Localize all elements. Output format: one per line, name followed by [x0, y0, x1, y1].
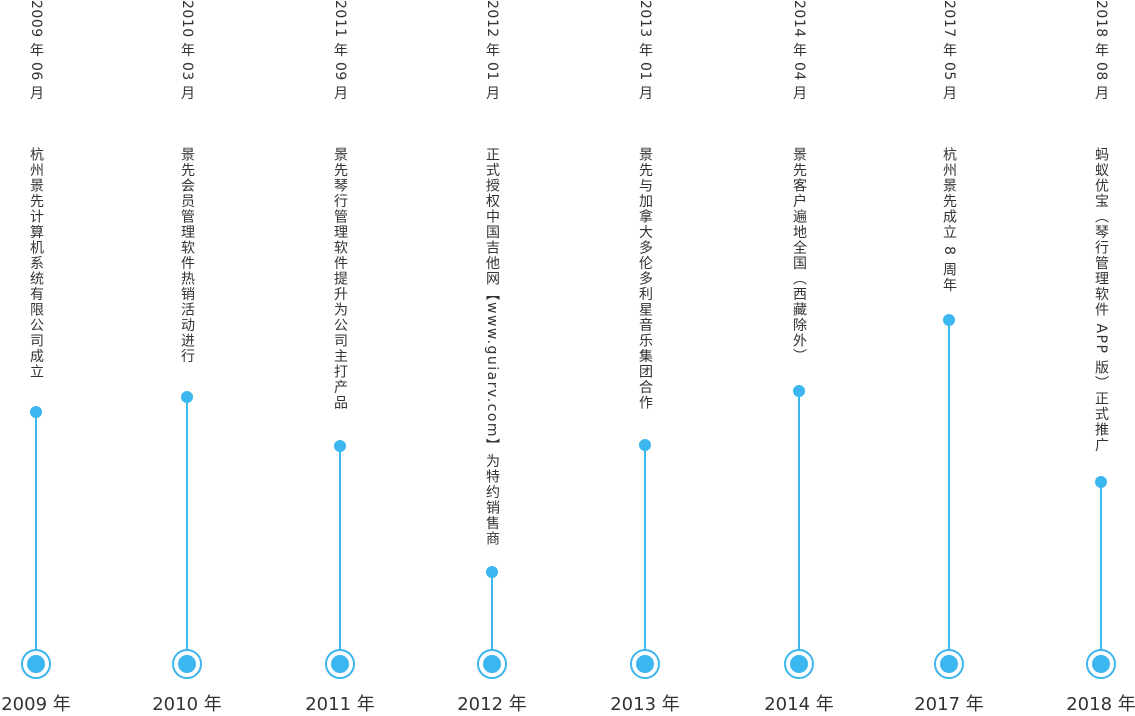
- milestone-node-icon[interactable]: [172, 649, 202, 679]
- milestone-year-label: 2011 年: [305, 694, 375, 715]
- milestone-event: 正式授权中国吉他网【www.guiarv.com】为特约销售商: [484, 147, 500, 547]
- milestone-date: 2013 年 01 月: [637, 0, 653, 101]
- milestone-node-inner: [940, 655, 958, 673]
- milestone-node-inner: [178, 655, 196, 673]
- milestone-node-icon[interactable]: [784, 649, 814, 679]
- milestone-stem-line: [339, 446, 341, 663]
- milestone-node-icon[interactable]: [477, 649, 507, 679]
- milestone-event: 景先与加拿大多伦多利星音乐集团合作: [637, 147, 653, 411]
- milestone-year-label: 2010 年: [152, 694, 222, 715]
- milestone-date: 2012 年 01 月: [484, 0, 500, 101]
- milestone-node-icon[interactable]: [21, 649, 51, 679]
- milestone-node-inner: [1092, 655, 1110, 673]
- milestone-node-icon[interactable]: [1086, 649, 1116, 679]
- milestone-node-icon[interactable]: [325, 649, 355, 679]
- milestone-year-label: 2014 年: [764, 694, 834, 715]
- milestone-node-inner: [636, 655, 654, 673]
- milestone-event: 蚂蚁优宝（琴行管理软件 APP 版）正式推广: [1093, 147, 1109, 454]
- milestone-node-inner: [483, 655, 501, 673]
- milestone-stem-line: [1100, 482, 1102, 663]
- milestone-date: 2011 年 09 月: [332, 0, 348, 101]
- milestone-date: 2010 年 03 月: [179, 0, 195, 101]
- milestone-year-label: 2013 年: [610, 694, 680, 715]
- milestone-node-inner: [27, 655, 45, 673]
- milestone-stem-line: [798, 391, 800, 663]
- milestone-stem-line: [186, 397, 188, 663]
- milestone-event: 杭州景先计算机系统有限公司成立: [28, 147, 44, 380]
- milestone-event: 景先琴行管理软件提升为公司主打产品: [332, 147, 348, 411]
- milestone-date: 2017 年 05 月: [941, 0, 957, 101]
- milestone-node-inner: [331, 655, 349, 673]
- milestone-stem-line: [948, 320, 950, 663]
- milestone-stem-line: [644, 445, 646, 663]
- milestone-node-icon[interactable]: [934, 649, 964, 679]
- milestone-date: 2009 年 06 月: [28, 0, 44, 101]
- milestone-date: 2014 年 04 月: [791, 0, 807, 101]
- milestone-event: 杭州景先成立 8 周年: [941, 147, 957, 294]
- milestone-year-label: 2018 年: [1066, 694, 1135, 715]
- milestone-year-label: 2012 年: [457, 694, 527, 715]
- milestone-node-inner: [790, 655, 808, 673]
- milestone-event: 景先会员管理软件热销活动进行: [179, 147, 195, 364]
- milestone-year-label: 2017 年: [914, 694, 984, 715]
- milestone-node-icon[interactable]: [630, 649, 660, 679]
- milestone-stem-line: [491, 572, 493, 663]
- milestone-event: 景先客户遍地全国（西藏除外）: [791, 147, 807, 364]
- milestone-year-label: 2009 年: [1, 694, 71, 715]
- milestone-stem-line: [35, 412, 37, 663]
- milestone-date: 2018 年 08 月: [1093, 0, 1109, 101]
